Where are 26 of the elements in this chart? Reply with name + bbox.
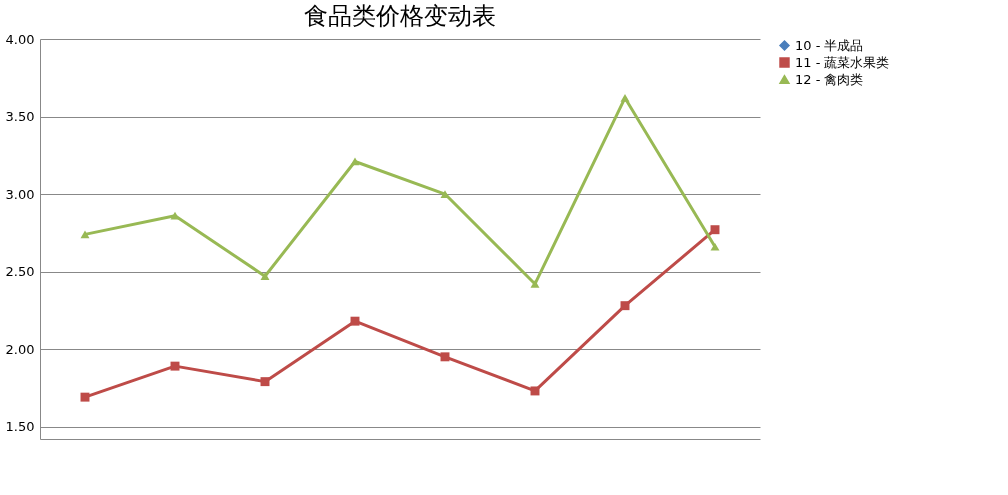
- point: [80, 392, 90, 402]
- point: [620, 301, 630, 311]
- point: [620, 94, 630, 102]
- point: [260, 272, 270, 281]
- y-tick-label: 3.50: [5, 109, 35, 125]
- point: [350, 157, 360, 166]
- point: [260, 377, 270, 387]
- point: [440, 352, 450, 362]
- point: [350, 316, 360, 326]
- y-tick-label: 2.50: [5, 264, 35, 280]
- legend-label: 11 - 蔬菜水果类: [795, 54, 890, 70]
- y-tick-label: 1.50: [5, 419, 35, 435]
- point: [170, 361, 180, 371]
- point: [530, 280, 540, 288]
- point: [80, 230, 90, 239]
- point: [440, 190, 450, 198]
- point: [530, 386, 540, 396]
- legend-label: 12 - 禽肉类: [795, 71, 864, 87]
- y-tick-label: 3.00: [5, 186, 35, 202]
- point: [710, 242, 720, 251]
- point: [710, 225, 720, 235]
- legend-label: 10 - 半成品: [795, 37, 864, 53]
- y-tick-label: 4.00: [5, 31, 35, 47]
- y-tick-label: 2.00: [5, 341, 35, 357]
- point: [170, 211, 180, 220]
- chart-title: 食品类价格变动表: [304, 2, 496, 30]
